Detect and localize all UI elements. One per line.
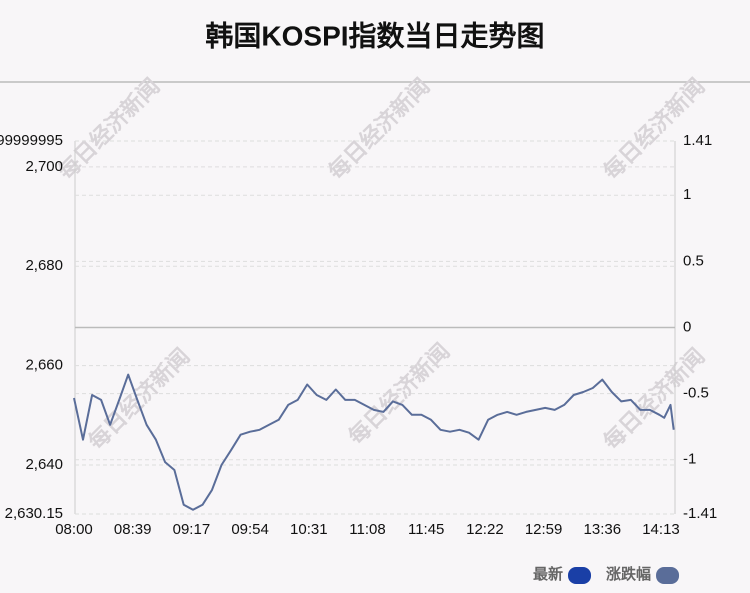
x-tick-label: 12:59: [525, 521, 563, 538]
y2-tick-label: 0.5: [683, 252, 704, 269]
legend-swatch: [656, 567, 680, 584]
watermarks: 每日经济新闻 每日经济新闻 每日经济新闻 每日经济新闻 每日经济新闻 每日经济新…: [53, 73, 710, 455]
y2-tick-label: 1.41: [683, 132, 712, 149]
legend-swatch: [568, 567, 592, 584]
price-line: [73, 373, 675, 511]
x-tick-label: 12:22: [466, 521, 504, 538]
x-tick-label: 08:39: [114, 521, 152, 538]
x-tick-label: 08:00: [55, 521, 93, 538]
chart-title: 韩国KOSPI指数当日走势图: [205, 20, 544, 51]
y-tick-label: 2,640: [25, 456, 63, 473]
y-tick-label: 2,660: [25, 357, 63, 374]
x-tick-label: 09:54: [231, 521, 269, 538]
x-tick-label: 09:17: [173, 521, 211, 538]
x-tick-label: 11:45: [408, 521, 444, 538]
y-tick-label: 2,700: [25, 158, 63, 175]
y-tick-label: 2,630.15: [5, 505, 63, 522]
legend-label: 最新: [533, 565, 563, 583]
watermark: 每日经济新闻: [323, 73, 435, 185]
y2-tick-label: 0: [683, 318, 691, 335]
legend-label: 涨跌幅: [606, 565, 651, 583]
x-tick-label: 10:31: [290, 521, 328, 538]
x-tick-label: 11:08: [349, 521, 385, 538]
x-tick-label: 14:13: [642, 521, 680, 538]
y2-tick-label: 1: [683, 186, 691, 203]
watermark: 每日经济新闻: [598, 73, 710, 185]
watermark: 每日经济新闻: [343, 338, 455, 450]
watermark: 每日经济新闻: [53, 73, 165, 185]
y2-tick-label: -1.41: [683, 505, 717, 522]
y-tick-label: 2,705.1999999995: [0, 132, 63, 149]
y2-tick-label: -1: [683, 451, 696, 468]
y2-tick-label: -0.5: [683, 385, 709, 402]
x-tick-label: 13:36: [584, 521, 622, 538]
y-tick-label: 2,680: [25, 257, 63, 274]
